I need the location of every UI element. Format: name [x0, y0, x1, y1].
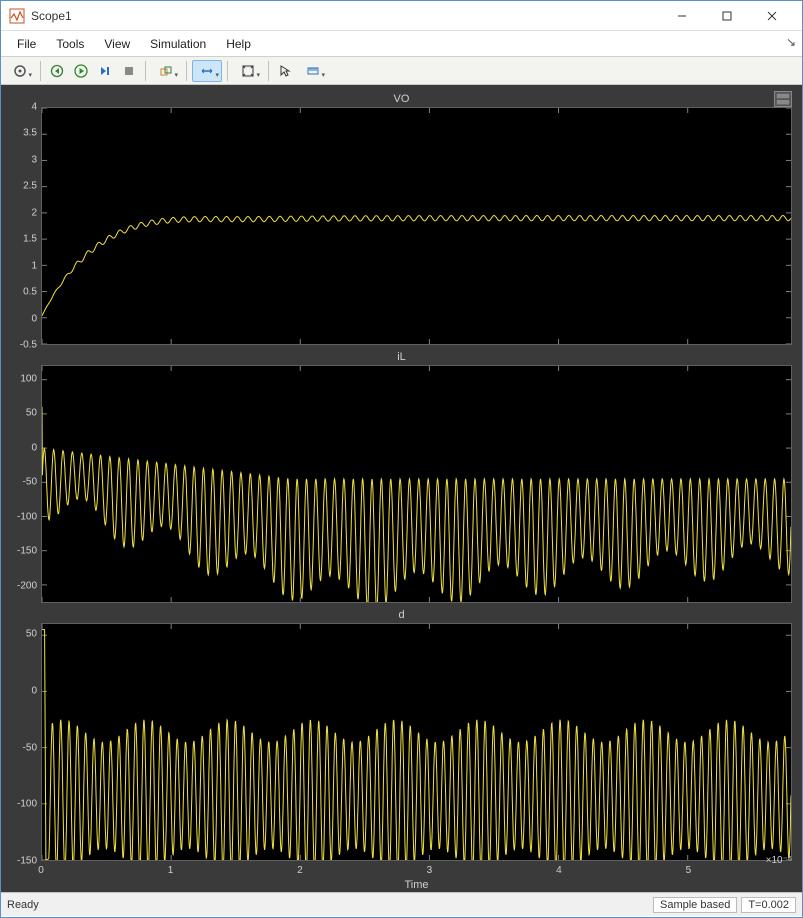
toolbar — [1, 57, 802, 85]
subplot: -150-100-50050 — [11, 623, 792, 861]
menubar: File Tools View Simulation Help ↘ — [1, 31, 802, 57]
y-tick-label: -100 — [17, 511, 37, 522]
x-tick-label: 2 — [297, 865, 303, 876]
legend-toggle-button[interactable] — [774, 91, 792, 107]
plot-canvas[interactable] — [41, 623, 792, 861]
toolbar-separator — [268, 61, 269, 81]
menu-file[interactable]: File — [7, 33, 46, 55]
y-tick-label: 2 — [31, 207, 37, 218]
y-tick-label: -50 — [23, 742, 37, 753]
y-tick-label: 1 — [31, 260, 37, 271]
subplot-title: VO — [11, 91, 792, 107]
step-forward-icon[interactable] — [94, 60, 116, 82]
y-tick-label: 0 — [31, 442, 37, 453]
subplot-title: iL — [11, 349, 792, 365]
menu-tools[interactable]: Tools — [46, 33, 94, 55]
toolbar-separator — [145, 61, 146, 81]
y-tick-label: 0 — [31, 686, 37, 697]
x-axis: 0 1 2 3 4 5 — [41, 865, 792, 879]
y-tick-label: -100 — [17, 799, 37, 810]
y-axis: -200 -150 -100 -50 0 50 100 — [11, 365, 41, 603]
cursor-icon[interactable] — [274, 60, 296, 82]
subplot-title: d — [11, 607, 792, 623]
step-back-icon[interactable] — [46, 60, 68, 82]
y-tick-label: 4 — [31, 102, 37, 113]
stop-icon[interactable] — [118, 60, 140, 82]
y-tick-label: -150 — [17, 856, 37, 867]
x-tick-label: 4 — [556, 865, 562, 876]
y-tick-label: 0 — [31, 313, 37, 324]
run-icon[interactable] — [70, 60, 92, 82]
y-tick-label: 3.5 — [23, 128, 37, 139]
y-tick-label: -0.5 — [20, 340, 37, 351]
menu-view[interactable]: View — [94, 33, 140, 55]
status-ready: Ready — [7, 899, 649, 911]
y-axis: -150-100-50050 — [11, 623, 41, 861]
y-tick-label: -150 — [17, 546, 37, 557]
x-tick-label: 3 — [427, 865, 433, 876]
y-tick-label: 2.5 — [23, 181, 37, 192]
y-tick-label: 100 — [20, 373, 37, 384]
toolbar-separator — [40, 61, 41, 81]
subplot: -0.500.511.522.533.54 — [11, 107, 792, 345]
x-tick-label: 1 — [168, 865, 174, 876]
y-tick-label: -200 — [17, 580, 37, 591]
status-sample: Sample based — [653, 897, 737, 913]
menu-simulation[interactable]: Simulation — [140, 33, 216, 55]
menu-help[interactable]: Help — [216, 33, 261, 55]
titlebar: Scope1 — [1, 1, 802, 31]
statusbar: Ready Sample based T=0.002 — [1, 892, 802, 916]
y-tick-label: 0.5 — [23, 287, 37, 298]
app-icon — [9, 8, 25, 24]
x-axis-exponent: ×10⁻⁶ — [766, 855, 792, 866]
plot-canvas[interactable] — [41, 365, 792, 603]
window-title: Scope1 — [31, 9, 659, 23]
status-time: T=0.002 — [741, 897, 796, 913]
menu-overflow-icon[interactable]: ↘ — [786, 35, 796, 49]
close-button[interactable] — [749, 1, 794, 31]
zoom-fit-icon[interactable] — [233, 60, 263, 82]
toolbar-separator — [227, 61, 228, 81]
maximize-button[interactable] — [704, 1, 749, 31]
scope-area: VO -0.5 0 0.5 1 1.5 2 2.5 3 3.5 4 iL -200 -150 -100 -50… — [1, 85, 802, 892]
y-tick-label: -50 — [23, 477, 37, 488]
y-tick-label: 50 — [26, 629, 37, 640]
subplot: -200 -150 -100 -50 0 50 100 — [11, 365, 792, 603]
highlight-icon[interactable] — [151, 60, 181, 82]
x-tick-label: 5 — [686, 865, 692, 876]
y-axis: -0.500.511.522.533.54 — [11, 107, 41, 345]
x-axis-label: Time — [41, 879, 792, 891]
y-tick-label: 1.5 — [23, 234, 37, 245]
minimize-button[interactable] — [659, 1, 704, 31]
x-tick-label: 0 — [38, 865, 44, 876]
zoom-x-icon[interactable] — [192, 60, 222, 82]
measure-icon[interactable] — [298, 60, 328, 82]
plot-canvas[interactable] — [41, 107, 792, 345]
y-tick-label: 3 — [31, 154, 37, 165]
settings-icon[interactable] — [5, 60, 35, 82]
y-tick-label: 50 — [26, 408, 37, 419]
toolbar-separator — [186, 61, 187, 81]
